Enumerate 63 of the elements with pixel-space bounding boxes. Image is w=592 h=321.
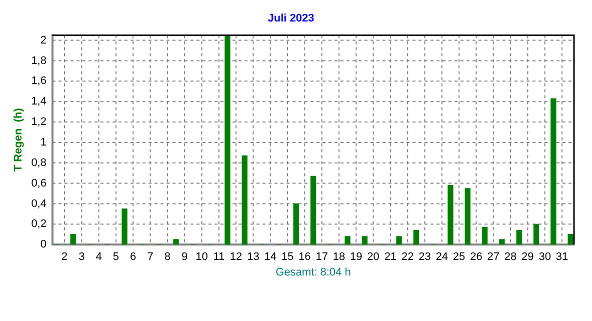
x-tick-label: 24 xyxy=(436,251,448,264)
x-tick-label: 25 xyxy=(452,251,466,264)
x-tick-label: 18 xyxy=(332,251,346,264)
x-tick-label: 30 xyxy=(538,251,551,264)
bar xyxy=(224,35,230,245)
y-tick-label: 1,8 xyxy=(31,54,46,67)
y-tick-label: 0,2 xyxy=(31,218,46,230)
x-tick-label: 5 xyxy=(112,251,120,264)
bar xyxy=(464,188,470,245)
bar xyxy=(122,208,128,245)
y-tick-label: 1,6 xyxy=(31,75,46,88)
x-tick-label: 2 xyxy=(61,251,68,264)
bar xyxy=(362,236,368,245)
x-tick-label: 31 xyxy=(556,251,568,264)
bar xyxy=(344,236,350,245)
x-tick-label: 14 xyxy=(264,251,276,264)
x-tick-label: 28 xyxy=(504,251,517,264)
x-tick-label: 8 xyxy=(164,251,170,264)
y-tick-label: 0,8 xyxy=(31,156,46,169)
x-tick-label: 19 xyxy=(350,251,362,264)
y-tick-label: 1,4 xyxy=(31,96,46,108)
x-tick-label: 16 xyxy=(298,251,311,264)
chart-title: Juli 2023 xyxy=(268,12,314,25)
x-tick-label: 23 xyxy=(418,251,431,264)
x-tick-label: 20 xyxy=(367,251,380,264)
x-tick-label: 15 xyxy=(281,251,294,264)
bar xyxy=(448,185,454,245)
x-tick-label: 12 xyxy=(230,251,242,264)
y-axis-title: T Regen (h) xyxy=(12,108,25,172)
x-tick-label: 27 xyxy=(487,251,500,264)
bar xyxy=(533,224,540,245)
y-tick-label: 0,6 xyxy=(31,177,46,190)
x-tick-label: 9 xyxy=(182,251,188,264)
bar xyxy=(242,155,248,245)
x-axis-title: Gesamt: 8:04 h xyxy=(276,266,351,278)
x-tick-label: 17 xyxy=(316,251,328,264)
x-tick-label: 7 xyxy=(147,251,154,264)
x-tick-label: 4 xyxy=(96,251,102,264)
x-tick-label: 3 xyxy=(78,251,85,264)
x-tick-label: 13 xyxy=(247,251,260,264)
y-tick-label: 2 xyxy=(40,34,46,46)
bar xyxy=(499,239,505,245)
bar xyxy=(516,230,522,245)
x-tick-label: 6 xyxy=(130,251,136,264)
x-tick-label: 21 xyxy=(384,251,397,264)
bar xyxy=(396,236,402,245)
x-tick-label: 26 xyxy=(470,251,482,264)
bar xyxy=(70,234,76,245)
y-tick-label: 1,2 xyxy=(31,116,46,128)
bar xyxy=(310,176,316,245)
x-tick-label: 11 xyxy=(213,251,225,264)
bar xyxy=(568,234,574,245)
x-tick-label: 29 xyxy=(522,251,534,264)
bar xyxy=(413,230,420,245)
y-tick-label: 0,4 xyxy=(31,198,46,210)
y-tick-label: 0 xyxy=(40,238,46,251)
bar xyxy=(550,98,556,245)
bar xyxy=(293,203,299,245)
x-tick-label: 22 xyxy=(401,251,414,264)
bar xyxy=(482,226,488,245)
bar xyxy=(173,239,179,245)
y-tick-label: 1 xyxy=(40,136,46,148)
x-tick-label: 10 xyxy=(196,251,208,264)
